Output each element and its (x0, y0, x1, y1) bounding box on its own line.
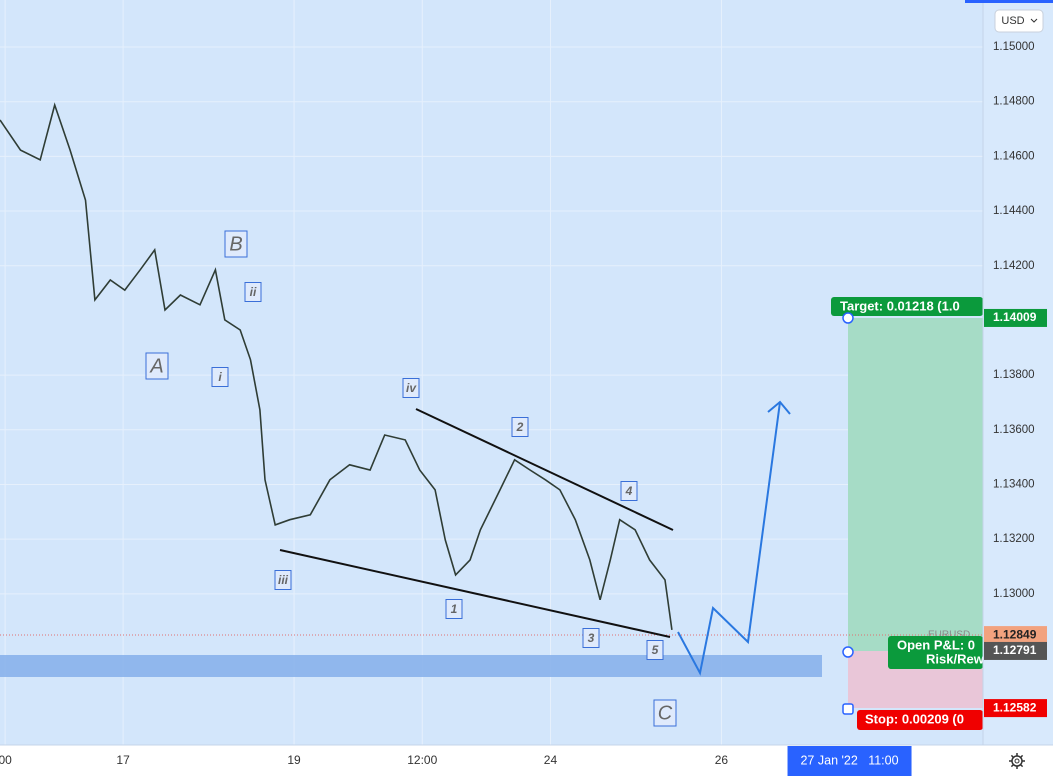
dropdown-icon (1030, 18, 1038, 23)
wave-box (224, 230, 248, 258)
wave-box (145, 352, 169, 380)
y-tick-label: 1.14400 (993, 205, 1035, 217)
wave-box (211, 367, 229, 387)
y-tick-label: 1.13800 (993, 369, 1035, 381)
wave-label: B (229, 233, 242, 255)
y-tick-label: 1.13400 (993, 478, 1035, 490)
target-zone (848, 318, 983, 651)
price-label-box (984, 641, 1047, 660)
wave-box (244, 282, 262, 302)
price-label-box (984, 699, 1047, 718)
wave-box (274, 570, 292, 590)
wave-label: 5 (652, 643, 659, 657)
risk-text: Risk/Rew (926, 651, 985, 666)
trend-line (415, 408, 674, 531)
target-box (831, 297, 983, 316)
price-label: 1.12582 (993, 700, 1037, 714)
projection-arrow (767, 400, 791, 415)
stop-box (857, 710, 983, 730)
wave-label: A (149, 355, 163, 377)
wave-label: iv (406, 381, 417, 395)
x-tick-label: 00 (0, 753, 12, 767)
x-tick-label: 17 (116, 753, 130, 767)
x-tick-label: 26 (715, 753, 729, 767)
currency-button[interactable] (994, 9, 1044, 33)
price-line (0, 102, 673, 631)
wave-label: 2 (516, 420, 524, 434)
y-tick-label: 1.13600 (993, 424, 1035, 436)
y-tick-label: 1.14600 (993, 150, 1035, 162)
price-label-box (984, 308, 1047, 327)
y-tick-label: 1.13200 (993, 533, 1035, 545)
wave-box (511, 417, 529, 437)
plot (0, 102, 673, 631)
x-tick-label: 24 (544, 753, 558, 767)
x-tick-label: 12:00 (407, 753, 437, 767)
price-label: 1.14009 (993, 310, 1037, 324)
wave-box (582, 628, 600, 648)
wave-box (646, 640, 664, 660)
y-tick-label: 1.13000 (993, 588, 1035, 600)
symbol: EURUSD (928, 630, 970, 641)
wave-label: 1 (451, 602, 458, 616)
wave-box (653, 699, 677, 727)
target-text: Target: 0.01218 (1.0 (840, 298, 960, 313)
trend-line (279, 549, 671, 638)
y-tick-label: 1.14200 (993, 260, 1035, 272)
pnl-box (888, 636, 983, 669)
top-bar (965, 0, 1053, 3)
wave-box (620, 481, 638, 501)
stop-text: Stop: 0.00209 (0 (865, 711, 964, 726)
wave-label: ii (250, 285, 257, 299)
wave-label: i (218, 370, 222, 384)
grid (0, 0, 983, 745)
handle[interactable] (842, 646, 854, 658)
wave-box (445, 599, 463, 619)
projection (677, 401, 781, 676)
settings-icon[interactable] (1009, 753, 1025, 769)
price-label: 1.12849 (993, 627, 1037, 641)
crosshair-label: 27 Jan '22 11:00 (800, 753, 898, 767)
price-label: 1.12791 (993, 643, 1037, 657)
y-tick-label: 1.14800 (993, 96, 1035, 108)
handle[interactable] (842, 312, 854, 324)
wave-box (402, 378, 420, 398)
y-tick-label: 1.15000 (993, 41, 1035, 53)
handle[interactable] (842, 703, 854, 715)
crosshair-box (787, 746, 912, 776)
support-zone (0, 655, 822, 677)
pnl-text: Open P&L: 0 (897, 637, 975, 652)
price-axis (983, 0, 1053, 745)
price-label-box (984, 626, 1047, 645)
currency[interactable]: USD (1001, 15, 1024, 27)
wave-label: 3 (588, 631, 595, 645)
wave-label: iii (278, 573, 289, 587)
axes: 1.13000 1.13200 1.13400 1.13600 1.13800 1.142… (0, 41, 1047, 776)
x-tick-label: 19 (287, 753, 301, 767)
wave-label: 4 (625, 484, 633, 498)
wave-label: C (658, 702, 673, 724)
